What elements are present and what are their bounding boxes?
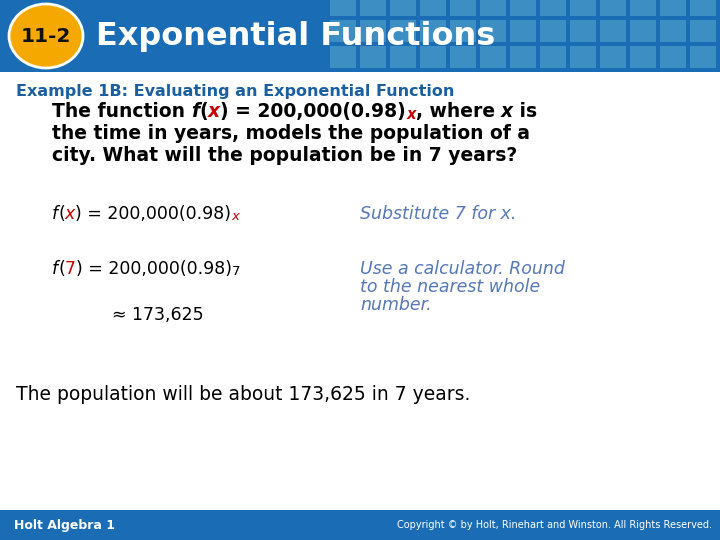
Text: (: ( bbox=[58, 260, 65, 278]
Bar bbox=[360, 46, 386, 68]
Bar bbox=[420, 0, 446, 16]
Text: 7: 7 bbox=[232, 265, 240, 278]
Text: Exponential Functions: Exponential Functions bbox=[96, 21, 495, 51]
Text: ) = 200,000(0.98): ) = 200,000(0.98) bbox=[75, 205, 231, 223]
Text: Example 1B: Evaluating an Exponential Function: Example 1B: Evaluating an Exponential Fu… bbox=[16, 84, 454, 99]
Text: (: ( bbox=[58, 205, 65, 223]
Bar bbox=[450, 46, 476, 68]
Bar bbox=[660, 0, 686, 16]
Text: x: x bbox=[501, 102, 513, 121]
Bar bbox=[570, 20, 596, 42]
Bar bbox=[0, 0, 720, 72]
Text: Holt Algebra 1: Holt Algebra 1 bbox=[14, 518, 115, 531]
Bar bbox=[660, 20, 686, 42]
Bar bbox=[450, 20, 476, 42]
Bar bbox=[630, 0, 656, 16]
Text: 11-2: 11-2 bbox=[21, 26, 71, 45]
Text: city. What will the population be in 7 years?: city. What will the population be in 7 y… bbox=[52, 146, 517, 165]
Text: Copyright © by Holt, Rinehart and Winston. All Rights Reserved.: Copyright © by Holt, Rinehart and Winsto… bbox=[397, 520, 712, 530]
Text: x: x bbox=[65, 205, 75, 223]
Bar bbox=[480, 0, 506, 16]
Bar bbox=[510, 20, 536, 42]
Bar bbox=[690, 20, 716, 42]
Text: number.: number. bbox=[360, 296, 431, 314]
Text: to the nearest whole: to the nearest whole bbox=[360, 278, 540, 296]
Bar bbox=[330, 20, 356, 42]
Bar bbox=[540, 0, 566, 16]
Text: f: f bbox=[52, 205, 58, 223]
Text: is: is bbox=[513, 102, 537, 121]
Ellipse shape bbox=[9, 4, 83, 68]
Bar bbox=[360, 20, 386, 42]
Text: ) = 200,000(0.98): ) = 200,000(0.98) bbox=[220, 102, 406, 121]
Text: (: ( bbox=[199, 102, 208, 121]
Bar bbox=[570, 46, 596, 68]
Bar bbox=[540, 20, 566, 42]
Text: x: x bbox=[231, 210, 239, 223]
Bar bbox=[540, 46, 566, 68]
Bar bbox=[390, 20, 416, 42]
Bar bbox=[570, 0, 596, 16]
Bar bbox=[420, 20, 446, 42]
Text: Substitute 7 for x.: Substitute 7 for x. bbox=[360, 205, 516, 223]
Text: , where: , where bbox=[415, 102, 501, 121]
Text: x: x bbox=[208, 102, 220, 121]
Bar bbox=[600, 0, 626, 16]
Bar bbox=[690, 0, 716, 16]
Bar bbox=[480, 20, 506, 42]
Bar bbox=[360, 0, 386, 16]
Text: The population will be about 173,625 in 7 years.: The population will be about 173,625 in … bbox=[16, 385, 470, 404]
Text: ) = 200,000(0.98): ) = 200,000(0.98) bbox=[76, 260, 232, 278]
Bar bbox=[330, 0, 356, 16]
Text: x: x bbox=[406, 107, 415, 122]
Bar bbox=[480, 46, 506, 68]
Bar bbox=[0, 510, 720, 540]
Text: the time in years, models the population of a: the time in years, models the population… bbox=[52, 124, 530, 143]
Bar bbox=[600, 46, 626, 68]
Bar bbox=[420, 46, 446, 68]
Text: f: f bbox=[52, 260, 58, 278]
Bar bbox=[630, 20, 656, 42]
Bar bbox=[450, 0, 476, 16]
Bar bbox=[510, 46, 536, 68]
Text: The function: The function bbox=[52, 102, 192, 121]
Bar bbox=[390, 46, 416, 68]
Text: 7: 7 bbox=[65, 260, 76, 278]
Bar bbox=[390, 0, 416, 16]
Bar bbox=[690, 46, 716, 68]
Bar bbox=[510, 0, 536, 16]
Bar bbox=[660, 46, 686, 68]
Bar bbox=[630, 46, 656, 68]
Bar bbox=[600, 20, 626, 42]
Text: ≈ 173,625: ≈ 173,625 bbox=[112, 306, 204, 324]
Bar bbox=[330, 46, 356, 68]
Text: f: f bbox=[192, 102, 199, 121]
Text: Use a calculator. Round: Use a calculator. Round bbox=[360, 260, 565, 278]
